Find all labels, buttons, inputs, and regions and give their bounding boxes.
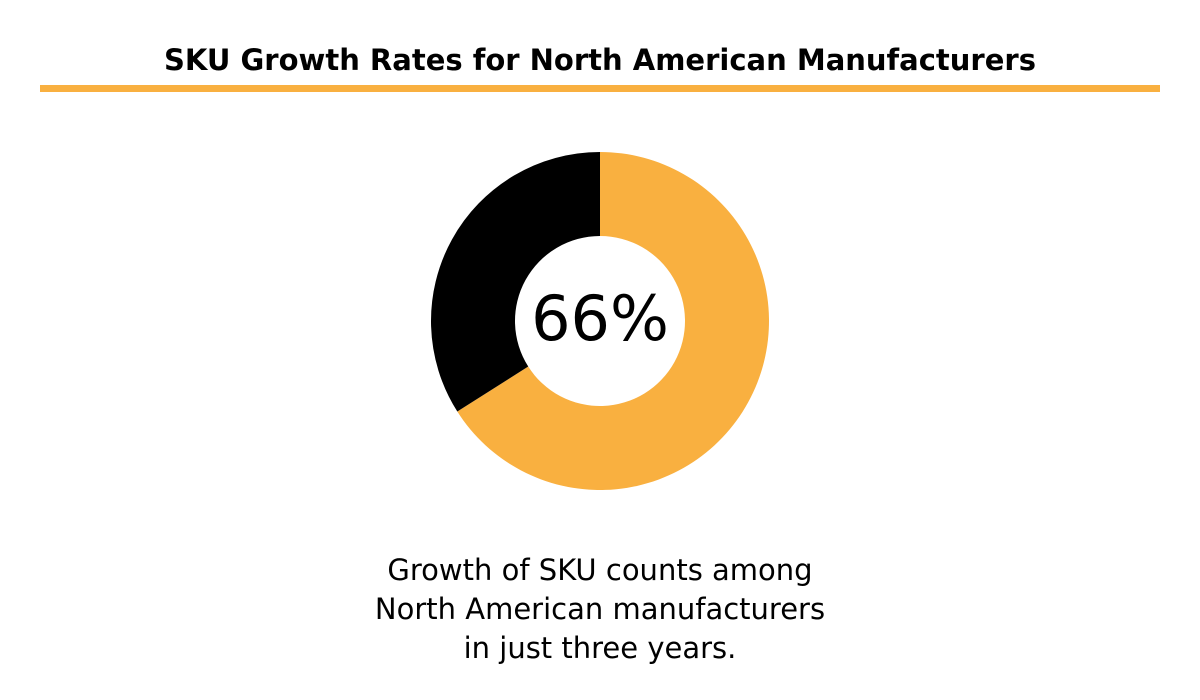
center-label: 66% bbox=[531, 282, 669, 355]
donut-segment bbox=[457, 152, 770, 491]
donut-segment bbox=[431, 152, 600, 412]
caption-line: in just three years. bbox=[464, 631, 737, 665]
caption-line: North American manufacturers bbox=[375, 592, 825, 626]
title-underline bbox=[40, 85, 1160, 92]
chart-title: SKU Growth Rates for North American Manu… bbox=[164, 43, 1036, 77]
caption-line: Growth of SKU counts among bbox=[387, 553, 812, 587]
